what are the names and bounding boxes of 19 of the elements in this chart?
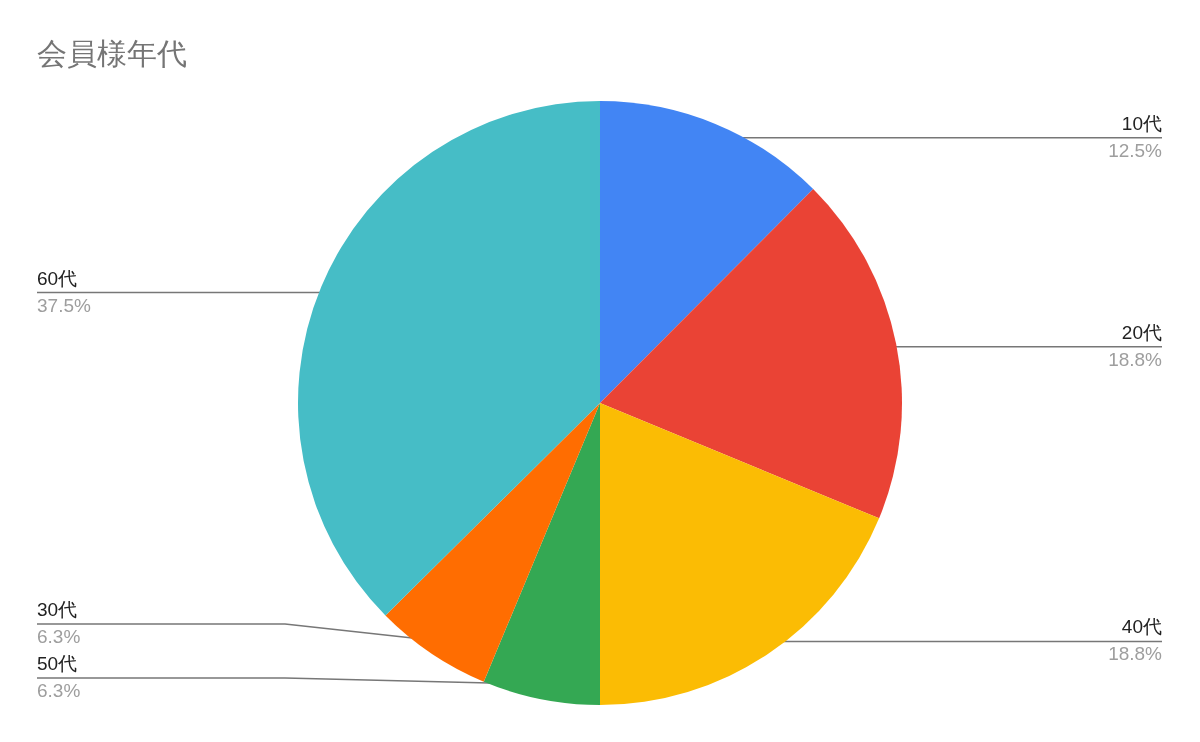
pie-slice: [298, 101, 600, 616]
pie-slice: [385, 403, 600, 682]
data-label: 6.3%: [37, 680, 81, 701]
data-label: 12.5%: [1108, 139, 1163, 161]
slice-label: 20代: [1121, 321, 1162, 343]
data-label: 37.5%: [37, 294, 91, 316]
slice-label: 30代: [37, 599, 78, 620]
data-label: 6.3%: [37, 626, 81, 647]
slice-label: 60代: [37, 267, 78, 289]
slice-label: 50代: [37, 653, 78, 674]
pie-slice: [600, 101, 814, 403]
slice-label: 40代: [1121, 616, 1162, 638]
data-label: 18.8%: [1108, 348, 1163, 370]
pie-slice: [600, 189, 902, 519]
chart-title: 会員様年代: [37, 36, 187, 71]
slice-label: 10代: [1121, 112, 1162, 134]
pie-slice: [600, 403, 880, 705]
pie-slice: [483, 403, 600, 705]
data-label: 18.8%: [1108, 643, 1163, 665]
